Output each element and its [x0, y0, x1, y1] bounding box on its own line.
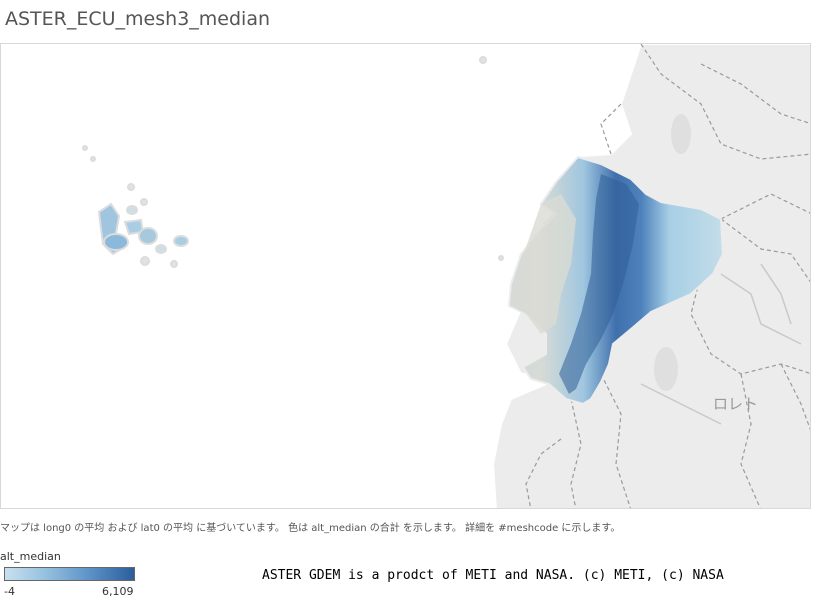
legend-color-ramp: [4, 567, 135, 581]
lakes: [654, 114, 691, 391]
map-canvas[interactable]: ロレト: [1, 44, 811, 509]
galapagos-islands[interactable]: [82, 56, 504, 268]
rivers: [640, 263, 802, 425]
attribution-text: ASTER GDEM is a prodct of METI and NASA.…: [262, 568, 724, 583]
legend-max-label: 6,109: [102, 585, 134, 598]
ecuador-mainland[interactable]: [507, 155, 725, 406]
map-view[interactable]: ロレト: [0, 43, 811, 509]
legend-title: alt_median: [0, 550, 61, 563]
legend-min-label: -4: [4, 585, 15, 598]
country-borders: [525, 44, 810, 508]
page-title: ASTER_ECU_mesh3_median: [5, 8, 270, 30]
map-caption: マップは long0 の平均 および lat0 の平均 に基づいています。 色は…: [0, 523, 621, 534]
place-label-loreto: ロレト: [713, 395, 758, 413]
